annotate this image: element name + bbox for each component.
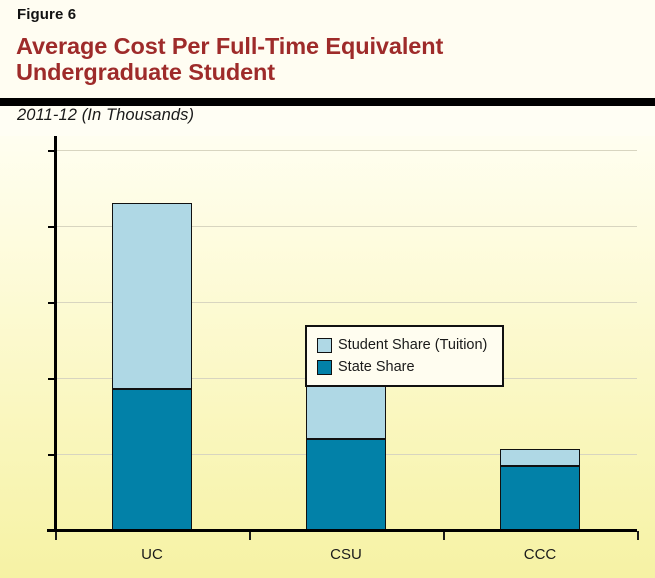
x-axis-tick-mark bbox=[637, 531, 639, 540]
legend-label-student-share: Student Share (Tuition) bbox=[338, 337, 488, 353]
legend-swatch-student-share bbox=[317, 337, 332, 353]
bar-ccc[interactable] bbox=[500, 150, 580, 530]
page-title: Average Cost Per Full-Time Equivalent Un… bbox=[16, 33, 636, 85]
figure-number: Figure 6 bbox=[17, 6, 77, 23]
x-axis-tick-mark bbox=[443, 531, 445, 540]
y-axis-tick-mark bbox=[48, 302, 55, 304]
x-axis-tick-mark bbox=[249, 531, 251, 540]
legend-label-state-share: State Share bbox=[338, 359, 415, 375]
bar-csu[interactable] bbox=[306, 150, 386, 530]
legend-swatch-state-share bbox=[317, 359, 332, 375]
bar-segment-state-share[interactable] bbox=[306, 438, 386, 530]
y-axis-tick-mark bbox=[48, 454, 55, 456]
legend-item-state-share: State Share bbox=[317, 356, 502, 378]
gridline bbox=[55, 302, 637, 303]
chart-subtitle: 2011-12 (In Thousands) bbox=[17, 106, 195, 124]
y-axis-tick-mark bbox=[48, 378, 55, 380]
legend-item-student-share: Student Share (Tuition) bbox=[317, 334, 502, 356]
bar-uc[interactable] bbox=[112, 150, 192, 530]
chart-title-line-2: Undergraduate Student bbox=[16, 59, 276, 85]
bar-segment-state-share[interactable] bbox=[500, 466, 580, 530]
figure-header: Figure 6 Average Cost Per Full-Time Equi… bbox=[0, 0, 655, 98]
x-axis-tick-mark bbox=[55, 531, 57, 540]
x-axis-label-csu: CSU bbox=[330, 546, 362, 563]
gridline bbox=[55, 150, 637, 151]
bar-segment-state-share[interactable] bbox=[112, 388, 192, 530]
y-axis-tick-mark bbox=[48, 226, 55, 228]
y-axis-line bbox=[54, 136, 57, 532]
x-axis-label-uc: UC bbox=[141, 546, 163, 563]
header-divider-bar bbox=[0, 98, 655, 106]
bar-segment-student-share-tuition[interactable] bbox=[500, 449, 580, 467]
chart-title-line-1: Average Cost Per Full-Time Equivalent bbox=[16, 33, 444, 59]
x-axis-line bbox=[47, 529, 637, 532]
gridline bbox=[55, 226, 637, 227]
y-axis-tick-mark bbox=[48, 150, 55, 152]
bar-segment-student-share-tuition[interactable] bbox=[112, 203, 192, 389]
chart-legend: Student Share (Tuition) State Share bbox=[305, 325, 504, 387]
x-axis-label-ccc: CCC bbox=[523, 546, 557, 563]
